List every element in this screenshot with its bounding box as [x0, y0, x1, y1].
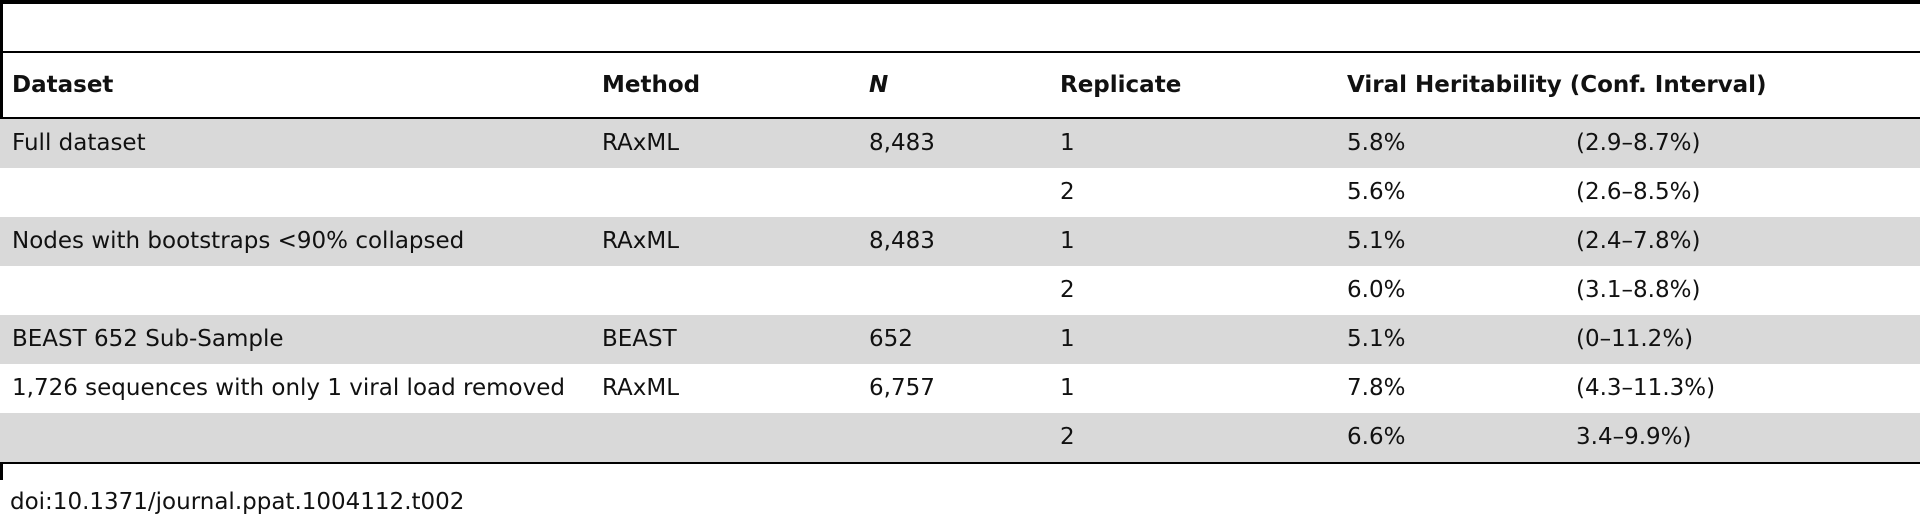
table-row: 1,726 sequences with only 1 viral load r… [0, 364, 1920, 413]
table-bottom-rule [0, 462, 1920, 464]
cell-heritability: 5.8% [1347, 130, 1406, 156]
cell-heritability: 6.0% [1347, 277, 1406, 303]
table-row: 2 6.6% 3.4–9.9%) [0, 413, 1920, 462]
cell-interval: 3.4–9.9%) [1576, 424, 1692, 450]
cell-n: 652 [869, 326, 913, 352]
table-row: 2 5.6% (2.6–8.5%) [0, 168, 1920, 217]
cell-replicate: 2 [1060, 424, 1075, 450]
cell-n: 6,757 [869, 375, 935, 401]
cell-heritability: 7.8% [1347, 375, 1406, 401]
cell-replicate: 1 [1060, 326, 1075, 352]
cell-heritability: 5.6% [1347, 179, 1406, 205]
cell-replicate: 1 [1060, 130, 1075, 156]
cell-replicate: 2 [1060, 277, 1075, 303]
table-row: Full dataset RAxML 8,483 1 5.8% (2.9–8.7%) [0, 119, 1920, 168]
table-row: BEAST 652 Sub-Sample BEAST 652 1 5.1% (0–11.2… [0, 315, 1920, 364]
cell-dataset: Nodes with bootstraps <90% collapsed [12, 228, 465, 254]
column-header: Dataset [12, 72, 114, 98]
cell-n: 8,483 [869, 228, 935, 254]
cell-interval: (3.1–8.8%) [1576, 277, 1701, 303]
column-header: Replicate [1060, 72, 1182, 98]
cell-replicate: 1 [1060, 228, 1075, 254]
header-bottom-rule [0, 117, 1920, 119]
cell-replicate: 1 [1060, 375, 1075, 401]
header-top-rule [0, 51, 1920, 53]
cell-replicate: 2 [1060, 179, 1075, 205]
table-row: Nodes with bootstraps <90% collapsed RAxM… [0, 217, 1920, 266]
cell-method: RAxML [602, 375, 680, 401]
cell-interval: (4.3–11.3%) [1576, 375, 1716, 401]
doi: doi:10.1371/journal.ppat.1004112.t002 [10, 489, 465, 515]
cell-dataset: Full dataset [12, 130, 146, 156]
cell-interval: (2.6–8.5%) [1576, 179, 1701, 205]
top-rule [0, 0, 1920, 4]
cell-interval: (0–11.2%) [1576, 326, 1694, 352]
cell-method: BEAST [602, 326, 677, 352]
cell-dataset: BEAST 652 Sub-Sample [12, 326, 284, 352]
column-header: Method [602, 72, 701, 98]
cell-interval: (2.4–7.8%) [1576, 228, 1701, 254]
cell-heritability: 5.1% [1347, 326, 1406, 352]
cell-method: RAxML [602, 228, 680, 254]
cell-interval: (2.9–8.7%) [1576, 130, 1701, 156]
cell-heritability: 6.6% [1347, 424, 1406, 450]
table-row: 2 6.0% (3.1–8.8%) [0, 266, 1920, 315]
cell-heritability: 5.1% [1347, 228, 1406, 254]
cell-dataset: 1,726 sequences with only 1 viral load r… [12, 375, 565, 401]
cell-n: 8,483 [869, 130, 935, 156]
column-header: N [869, 72, 889, 98]
cell-method: RAxML [602, 130, 680, 156]
column-header: Viral Heritability (Conf. Interval) [1347, 72, 1767, 98]
